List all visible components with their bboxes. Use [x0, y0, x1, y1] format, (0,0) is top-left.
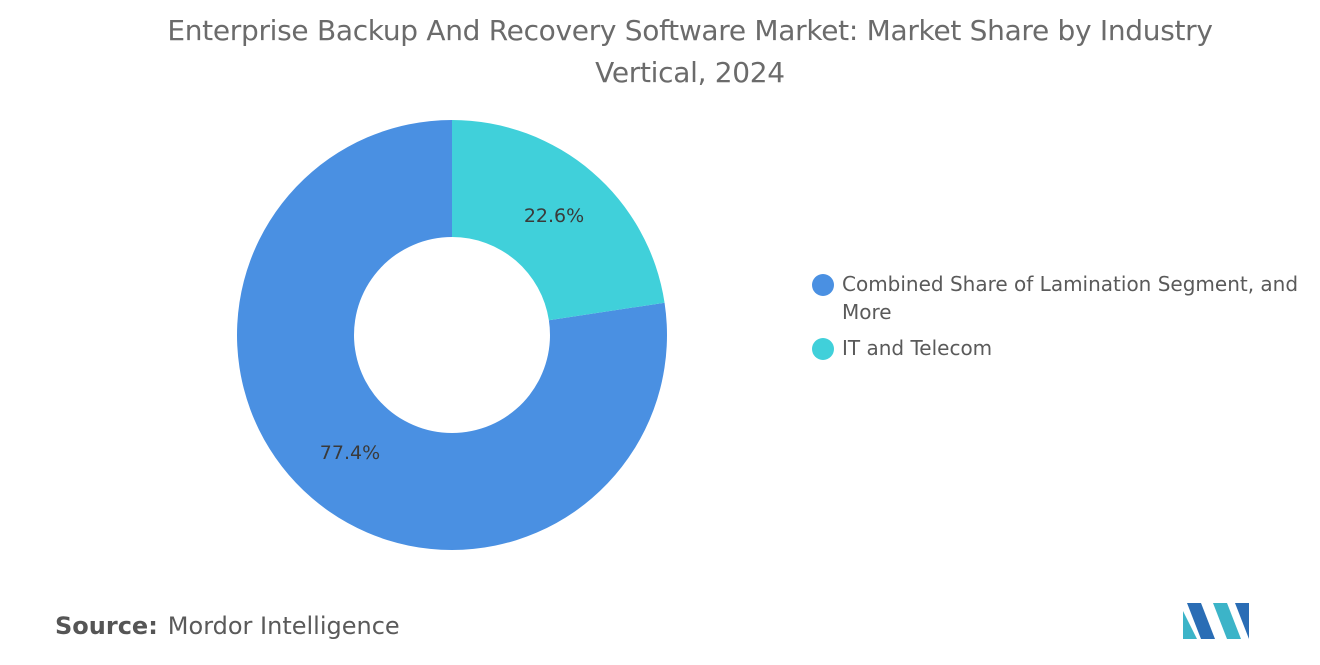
source: Source: Mordor Intelligence [55, 612, 400, 640]
data-label: 22.6% [524, 205, 584, 227]
source-text: Mordor Intelligence [167, 612, 400, 640]
logo [1183, 603, 1249, 639]
legend-item: Combined Share of Lamination Segment, an… [812, 270, 1312, 326]
legend-label: IT and Telecom [842, 336, 993, 360]
legend: Combined Share of Lamination Segment, an… [812, 270, 1312, 370]
donut-slice [452, 120, 665, 321]
legend-marker [812, 338, 834, 360]
chart-title: Enterprise Backup And Recovery Software … [167, 14, 1213, 89]
legend-item: IT and Telecom [812, 334, 1312, 362]
legend-marker [812, 274, 834, 296]
chart: 77.4% 22.6% [236, 120, 668, 551]
legend-label: Combined Share of Lamination Segment, an… [842, 272, 1299, 324]
donut-slice [236, 120, 668, 551]
data-label: 77.4% [320, 442, 380, 464]
source-label: Source: [55, 612, 158, 640]
